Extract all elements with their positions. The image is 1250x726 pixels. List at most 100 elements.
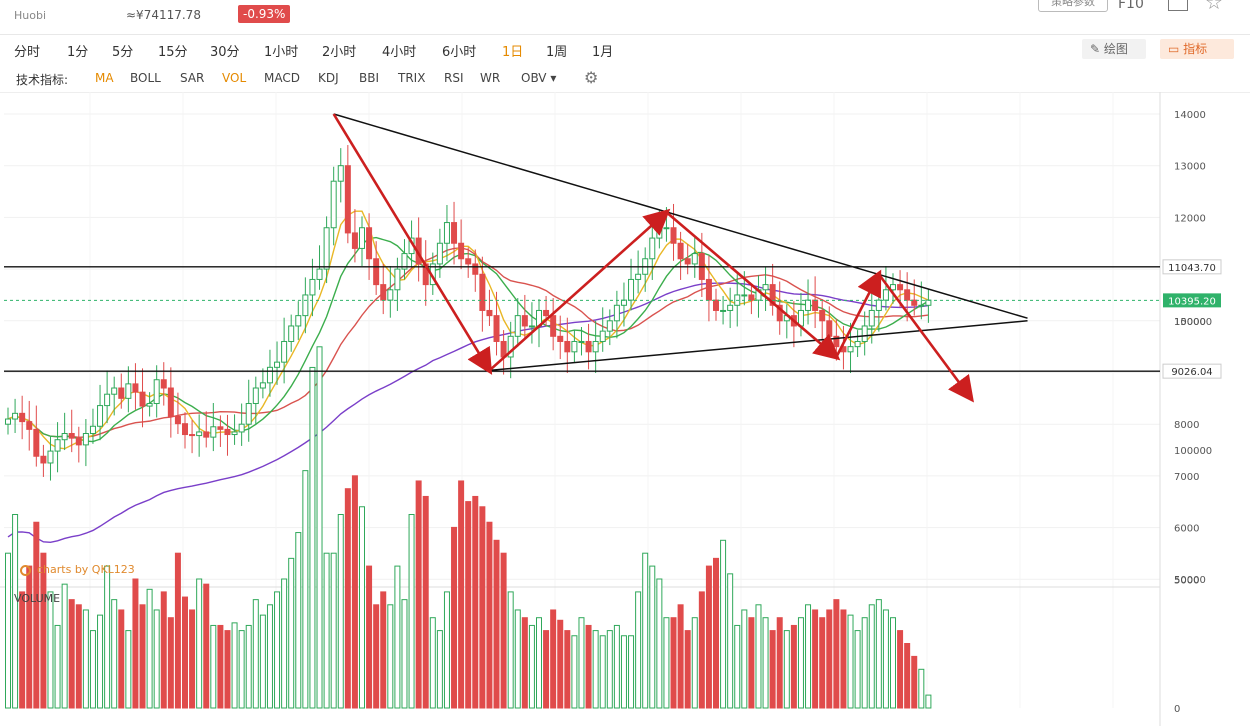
volume-bar bbox=[12, 514, 19, 709]
volume-bar bbox=[734, 624, 741, 709]
trend-arrow-4 bbox=[877, 273, 974, 403]
indicator-kdj[interactable]: KDJ bbox=[318, 71, 339, 85]
fullscreen-icon[interactable] bbox=[1168, 0, 1188, 11]
candle-body bbox=[911, 299, 918, 306]
volume-bar bbox=[812, 609, 819, 709]
volume-bar bbox=[762, 617, 769, 709]
indicator-ma[interactable]: MA bbox=[95, 71, 114, 85]
indicator-macd[interactable]: MACD bbox=[264, 71, 300, 85]
period-tab-9[interactable]: 1日 bbox=[502, 45, 524, 60]
draw-tool-button[interactable]: ✎ 绘图 bbox=[1082, 39, 1146, 59]
indicator-vol[interactable]: VOL bbox=[222, 71, 247, 85]
candle-body bbox=[436, 242, 443, 265]
candle-body bbox=[684, 258, 691, 265]
candle-body bbox=[259, 382, 266, 389]
volume-bar bbox=[606, 630, 613, 709]
current-price-label-box bbox=[1163, 293, 1221, 308]
indicator-sar[interactable]: SAR bbox=[180, 71, 205, 85]
volume-tick: 100000 bbox=[1174, 446, 1212, 457]
resistance-label-box bbox=[1162, 259, 1222, 275]
volume-bar bbox=[528, 624, 535, 709]
candle-body bbox=[890, 284, 896, 291]
candle-body bbox=[146, 403, 153, 407]
volume-bar bbox=[713, 557, 719, 709]
period-tab-1[interactable]: 1分 bbox=[67, 45, 89, 60]
candle-body bbox=[606, 320, 613, 332]
period-tab-7[interactable]: 4小时 bbox=[382, 45, 417, 60]
candle-body bbox=[443, 222, 450, 244]
volume-bar bbox=[75, 604, 82, 709]
volume-bar bbox=[755, 604, 762, 709]
volume-bar bbox=[720, 539, 727, 709]
volume-bar bbox=[47, 591, 54, 709]
volume-bar bbox=[882, 609, 889, 709]
indicator-bbi[interactable]: BBI bbox=[359, 71, 380, 85]
volume-bar bbox=[918, 668, 925, 709]
period-tab-6[interactable]: 2小时 bbox=[322, 45, 357, 60]
volume-bar bbox=[613, 624, 620, 709]
price-chart[interactable]: 1400013000120001100010000900080007000600… bbox=[0, 92, 1250, 726]
period-tab-5[interactable]: 1小时 bbox=[264, 45, 299, 60]
period-tab-4[interactable]: 30分 bbox=[210, 45, 240, 60]
candle-body bbox=[323, 227, 330, 270]
f10-button[interactable]: F10 bbox=[1118, 0, 1144, 12]
volume-bar bbox=[415, 480, 422, 709]
volume-bar bbox=[493, 539, 500, 709]
volume-bar bbox=[443, 591, 450, 709]
volume-bar bbox=[451, 526, 458, 709]
indicator-trix[interactable]: TRIX bbox=[398, 71, 426, 85]
period-tab-10[interactable]: 1周 bbox=[546, 45, 568, 60]
candle-body bbox=[316, 268, 323, 280]
candle-body bbox=[174, 415, 181, 425]
volume-bar bbox=[238, 630, 245, 709]
candle-body bbox=[245, 403, 252, 425]
indicator-obv[interactable]: OBV ▾ bbox=[521, 71, 557, 85]
indicator-rsi[interactable]: RSI bbox=[444, 71, 464, 85]
candle-body bbox=[40, 455, 47, 464]
price-tick: 14000 bbox=[1174, 110, 1206, 121]
candle-body bbox=[649, 237, 656, 260]
volume-bar bbox=[61, 583, 68, 709]
volume-bar bbox=[68, 599, 75, 709]
candle-body bbox=[224, 428, 231, 436]
candle-body bbox=[182, 423, 188, 436]
candle-body bbox=[19, 412, 26, 423]
indicator-boll[interactable]: BOLL bbox=[130, 71, 161, 85]
candle-body bbox=[330, 180, 337, 229]
star-icon[interactable]: ☆ bbox=[1205, 0, 1223, 14]
period-tab-11[interactable]: 1月 bbox=[592, 45, 614, 60]
volume-bar bbox=[104, 565, 111, 709]
candle-body bbox=[918, 304, 925, 307]
candle-body bbox=[68, 433, 75, 439]
volume-bar bbox=[592, 630, 599, 709]
volume-bar bbox=[557, 619, 564, 709]
period-tab-0[interactable]: 分时 bbox=[14, 45, 41, 60]
price-tick: 6000 bbox=[1174, 524, 1199, 535]
candle-body bbox=[359, 227, 365, 249]
volume-bar bbox=[486, 521, 493, 709]
indicator-bar: 技术指标: ⚙ MA BOLL SAR VOL MACD KDJ BBI TRIX RSI WR O… bbox=[0, 64, 1250, 93]
period-tab-8[interactable]: 6小时 bbox=[442, 45, 477, 60]
price-tick: 10000 bbox=[1174, 317, 1206, 328]
volume-bar bbox=[174, 552, 181, 709]
volume-bar bbox=[797, 617, 804, 709]
price-tick: 13000 bbox=[1174, 162, 1206, 173]
volume-bar bbox=[323, 552, 330, 709]
period-tab-3[interactable]: 15分 bbox=[158, 45, 188, 60]
strategy-params-button[interactable]: 策略参数 bbox=[1038, 0, 1108, 12]
candle-body bbox=[656, 227, 663, 239]
candle-body bbox=[543, 309, 550, 317]
period-tab-2[interactable]: 5分 bbox=[112, 45, 134, 60]
volume-bar bbox=[359, 506, 365, 709]
candle-body bbox=[465, 258, 472, 265]
volume-bar bbox=[160, 591, 167, 709]
volume-bar bbox=[691, 617, 698, 709]
gear-icon[interactable]: ⚙ bbox=[584, 68, 599, 87]
candle-body bbox=[295, 315, 302, 327]
volume-bar bbox=[366, 565, 373, 709]
indicator-wr[interactable]: WR bbox=[480, 71, 501, 85]
indicator-tool-button[interactable]: ▭ 指标 bbox=[1160, 39, 1234, 59]
resistance-label: 11043.70 bbox=[1168, 263, 1216, 274]
candle-body bbox=[550, 315, 557, 337]
candle-body bbox=[281, 340, 288, 363]
